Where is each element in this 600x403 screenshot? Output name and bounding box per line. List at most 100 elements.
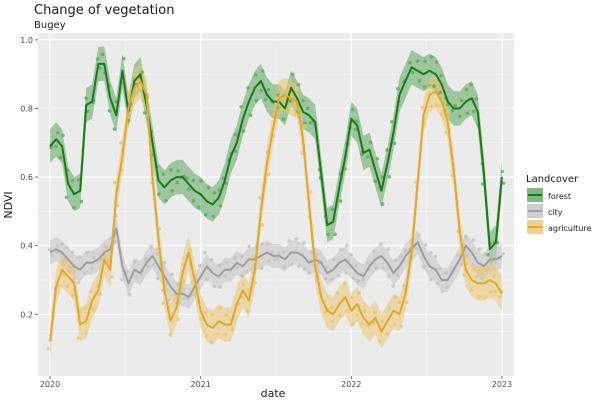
point-city	[235, 265, 239, 270]
point-forest	[217, 188, 221, 192]
point-agriculture	[350, 295, 354, 300]
legend: Landcover forest city agriculture	[526, 174, 592, 234]
point-agriculture	[210, 312, 215, 317]
point-city	[296, 264, 301, 268]
point-forest	[241, 129, 246, 133]
point-agriculture	[283, 96, 288, 101]
point-city	[371, 249, 376, 253]
point-city	[50, 253, 54, 257]
point-agriculture	[397, 300, 402, 305]
point-city	[62, 258, 66, 263]
point-city	[440, 289, 445, 294]
point-city	[260, 242, 265, 246]
point-forest	[121, 56, 126, 61]
point-city	[349, 252, 354, 257]
point-forest	[169, 168, 173, 172]
point-city	[70, 250, 75, 255]
point-forest	[206, 185, 211, 190]
point-agriculture	[224, 313, 229, 317]
point-forest	[239, 104, 243, 109]
point-forest	[385, 148, 389, 152]
point-agriculture	[372, 310, 377, 315]
point-agriculture	[199, 317, 204, 321]
x-tick-label: 2022	[341, 380, 361, 389]
point-forest	[439, 74, 443, 78]
point-forest	[423, 59, 427, 64]
point-forest	[142, 111, 147, 115]
point-forest	[175, 180, 179, 185]
point-forest	[429, 55, 434, 59]
point-city	[272, 257, 277, 262]
point-forest	[187, 187, 191, 191]
point-forest	[70, 178, 75, 183]
point-forest	[64, 195, 69, 200]
point-city	[289, 262, 294, 267]
point-agriculture	[182, 279, 187, 283]
point-agriculture	[188, 247, 192, 252]
point-city	[64, 245, 69, 250]
point-agriculture	[380, 319, 385, 324]
point-city	[197, 263, 202, 268]
point-city	[148, 245, 153, 249]
point-agriculture	[203, 334, 208, 339]
point-agriculture	[462, 273, 467, 277]
point-forest	[263, 97, 268, 102]
point-forest	[212, 191, 217, 195]
point-forest	[291, 72, 295, 77]
point-agriculture	[492, 274, 497, 278]
point-agriculture	[138, 85, 143, 90]
point-city	[127, 292, 132, 297]
point-forest	[61, 133, 65, 138]
point-forest	[246, 86, 250, 90]
point-forest	[422, 85, 427, 89]
point-city	[151, 262, 155, 267]
point-city	[414, 246, 418, 251]
point-agriculture	[223, 332, 227, 337]
point-city	[433, 254, 438, 259]
point-forest	[338, 199, 343, 203]
point-forest	[164, 198, 168, 203]
point-forest	[53, 144, 58, 149]
point-forest	[417, 78, 422, 83]
point-agriculture	[483, 295, 488, 299]
point-forest	[203, 212, 208, 217]
point-agriculture	[399, 324, 404, 329]
point-forest	[156, 192, 161, 196]
point-agriculture	[377, 339, 382, 343]
y-tick-label: 1.0	[20, 36, 33, 45]
point-agriculture	[161, 301, 165, 306]
scatter-points	[46, 52, 506, 351]
point-agriculture	[266, 172, 271, 177]
point-agriculture	[209, 339, 213, 344]
point-agriculture	[110, 275, 114, 279]
point-forest	[464, 87, 469, 92]
point-forest	[353, 127, 358, 132]
point-city	[245, 270, 249, 274]
point-forest	[98, 66, 102, 70]
point-city	[477, 247, 482, 251]
point-city	[281, 250, 286, 254]
point-agriculture	[357, 291, 361, 295]
point-agriculture	[245, 288, 250, 292]
point-forest	[185, 176, 189, 180]
point-agriculture	[245, 309, 250, 314]
point-agriculture	[330, 319, 335, 324]
point-city	[463, 234, 468, 239]
point-forest	[343, 167, 347, 171]
point-city	[435, 281, 440, 286]
point-agriculture	[429, 104, 434, 109]
point-agriculture	[439, 112, 444, 117]
point-city	[67, 269, 71, 274]
point-city	[386, 247, 391, 251]
point-forest	[107, 108, 112, 113]
point-agriculture	[302, 123, 307, 128]
point-city	[77, 255, 82, 259]
point-forest	[191, 198, 196, 203]
point-forest	[211, 214, 216, 219]
point-forest	[79, 199, 84, 204]
point-agriculture	[46, 346, 51, 351]
point-forest	[100, 52, 105, 56]
point-agriculture	[68, 265, 72, 270]
point-agriculture	[83, 331, 88, 336]
